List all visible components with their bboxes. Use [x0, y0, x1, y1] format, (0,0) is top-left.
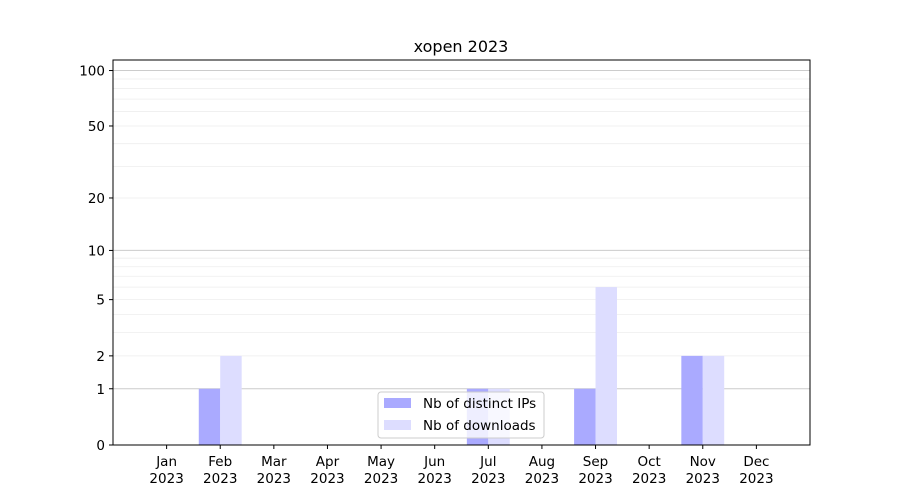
- x-tick-label: Mar 2023: [257, 454, 291, 487]
- bar-ips: [681, 355, 703, 445]
- bar-downloads: [220, 355, 242, 445]
- legend-swatch-downloads: [384, 420, 411, 430]
- bar-downloads: [595, 287, 617, 445]
- x-tick-label: Nov 2023: [686, 454, 720, 487]
- y-tick-label: 2: [96, 349, 105, 365]
- x-tick-label: May 2023: [364, 454, 398, 487]
- x-tick-label: Sep 2023: [578, 454, 612, 487]
- x-tick-label: Feb 2023: [203, 454, 237, 487]
- chart-title: xopen 2023: [414, 37, 509, 56]
- legend-swatch-ips: [384, 398, 411, 408]
- bar-ips: [574, 388, 596, 445]
- y-tick-label: 20: [88, 191, 105, 207]
- y-axis: 0 1 2 5 10 20 50 100: [79, 64, 113, 454]
- x-tick-label: Jan 2023: [149, 454, 183, 487]
- legend-label-ips: Nb of distinct IPs: [423, 396, 536, 412]
- x-tick-label: Jul 2023: [471, 454, 505, 487]
- x-axis: Jan 2023 Feb 2023 Mar 2023 Apr 2023 May 2023 Jun 20…: [149, 445, 774, 487]
- y-tick-label: 1: [96, 382, 105, 398]
- y-tick-label: 5: [96, 293, 105, 309]
- x-tick-label: Aug 2023: [525, 454, 559, 487]
- y-tick-label: 0: [96, 438, 105, 454]
- x-tick-label: Apr 2023: [310, 454, 344, 487]
- y-tick-label: 10: [88, 243, 105, 259]
- y-tick-label: 50: [88, 119, 105, 135]
- legend: Nb of distinct IPs Nb of downloads: [377, 391, 545, 439]
- y-tick-label: 100: [79, 64, 105, 80]
- x-tick-label: Oct 2023: [632, 454, 666, 487]
- plot-frame: [112, 59, 811, 446]
- bar-ips: [198, 388, 221, 445]
- legend-box: [377, 391, 545, 439]
- x-tick-label: Dec 2023: [739, 454, 773, 487]
- bar-downloads: [702, 355, 725, 445]
- x-tick-label: Jun 2023: [418, 454, 452, 487]
- legend-label-downloads: Nb of downloads: [423, 418, 536, 434]
